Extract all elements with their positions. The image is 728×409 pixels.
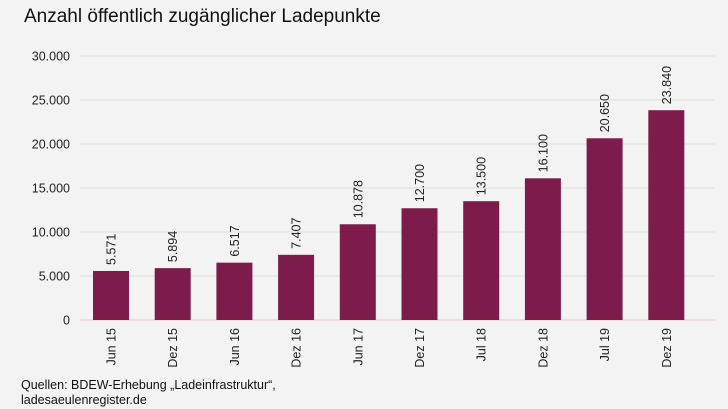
data-label: 6.517 [228,225,242,256]
bar [216,262,253,320]
y-tick-label: 25.000 [32,94,70,108]
data-label: 23.840 [660,66,674,104]
bar [648,110,685,320]
source-line-1: Quellen: BDEW-Erhebung „Ladeinfrastruktu… [21,378,276,392]
source-line-2: ladesaeulenregister.de [21,393,147,407]
x-tick-label: Jul 18 [475,328,489,361]
x-tick-label: Jun 16 [228,328,242,366]
x-tick-label: Jul 19 [598,328,612,361]
x-tick-label: Jun 17 [351,328,365,366]
data-label: 7.407 [290,217,304,248]
y-tick-label: 0 [63,314,70,328]
data-label: 5.894 [166,231,180,262]
data-label: 12.700 [413,164,427,202]
bar [278,254,315,320]
bar [586,138,623,320]
y-tick-label: 15.000 [32,182,70,196]
source-note: Quellen: BDEW-Erhebung „Ladeinfrastruktu… [21,378,276,408]
bar [93,270,129,320]
x-tick-label: Dez 19 [660,328,674,368]
data-label: 16.100 [536,134,550,172]
x-tick-label: Dez 16 [290,328,304,368]
bar [154,268,191,320]
y-tick-label: 5.000 [39,270,70,284]
bar [524,178,561,320]
bar [401,208,438,320]
y-tick-label: 20.000 [32,138,70,152]
bar [463,201,500,320]
data-label: 13.500 [475,157,489,195]
chart-title: Anzahl öffentlich zugänglicher Ladepunkt… [24,6,381,27]
bar [339,224,376,320]
x-tick-label: Dez 18 [536,328,550,368]
x-tick-label: Dez 15 [166,328,180,368]
x-tick-label: Jun 15 [105,328,119,366]
y-tick-label: 30.000 [32,50,70,64]
data-label: 20.650 [598,94,612,132]
x-tick-label: Dez 17 [413,328,427,368]
data-label: 10.878 [351,180,365,218]
y-tick-label: 10.000 [32,226,70,240]
data-label: 5.571 [105,234,119,265]
